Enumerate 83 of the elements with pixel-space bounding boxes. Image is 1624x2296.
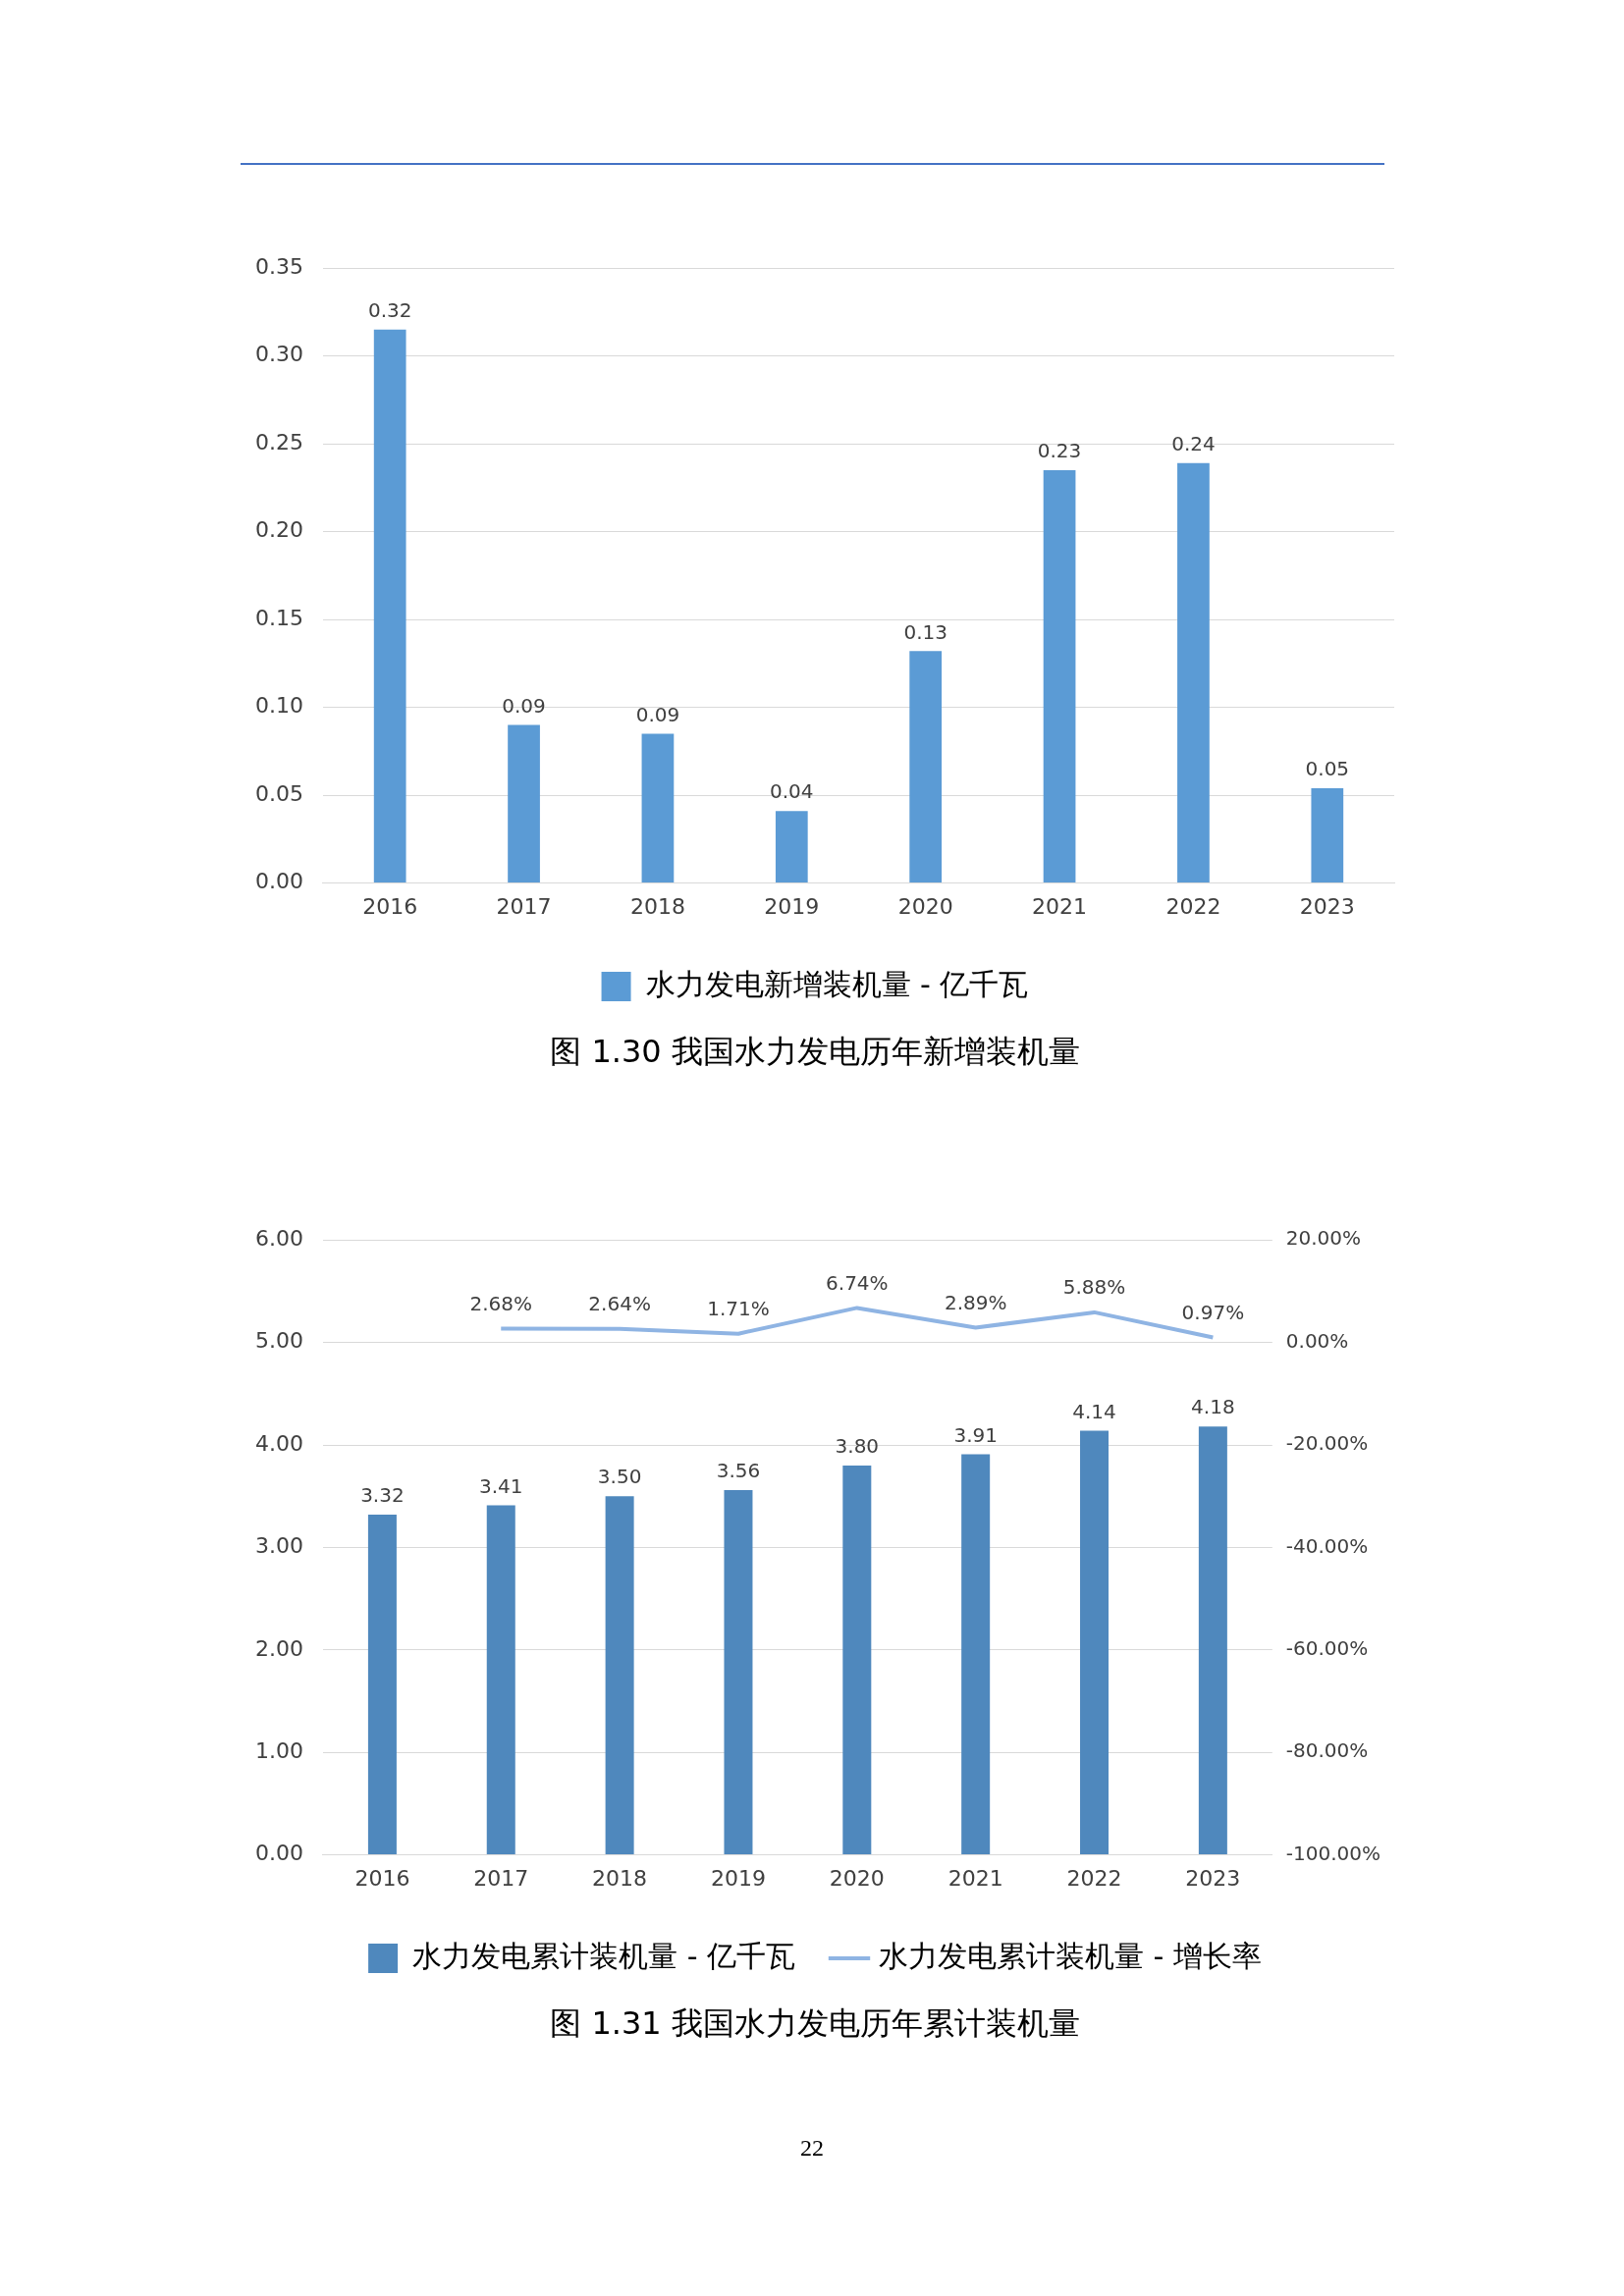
bar [1311, 787, 1344, 883]
x-tick-label: 2021 [1032, 893, 1088, 919]
text: 图 1.30 我国水力发电历年新增装机量 [549, 1032, 1081, 1072]
data-label: 0.09 [635, 702, 680, 726]
x-tick-label: 2022 [1165, 893, 1221, 919]
y2-tick-label: -40.00% [1285, 1533, 1369, 1558]
y2-tick-label: 0.00% [1285, 1328, 1349, 1353]
x-tick-label: 2018 [629, 893, 685, 919]
bar [373, 329, 406, 883]
legend-label: 水力发电累计装机量 - 亿千瓦 [412, 1938, 796, 1973]
y2-tick-label: -80.00% [1285, 1738, 1369, 1763]
bar [961, 1454, 991, 1855]
bar [1198, 1426, 1227, 1855]
x-tick-label: 2016 [354, 1865, 410, 1891]
y-tick-label: 0.10 [255, 693, 303, 719]
data-label: 3.32 [360, 1483, 405, 1508]
data-label: 6.74% [826, 1270, 889, 1295]
data-label: 2.89% [944, 1290, 1007, 1314]
bar [775, 811, 808, 883]
data-label: 0.04 [770, 779, 814, 804]
y-tick-label: 0.00 [255, 869, 303, 894]
y-tick-label: 5.00 [255, 1328, 303, 1354]
x-tick-label: 2020 [897, 893, 953, 919]
y-tick-label: 0.30 [255, 342, 303, 367]
text: 22 [799, 2135, 825, 2162]
y-tick-label: 0.20 [255, 517, 303, 543]
x-tick-label: 2019 [710, 1865, 766, 1891]
data-label: 0.09 [502, 693, 546, 718]
y-tick-label: 1.00 [255, 1737, 303, 1763]
y2-tick-label: -20.00% [1285, 1431, 1369, 1456]
bar [724, 1489, 753, 1855]
y2-tick-label: -60.00% [1285, 1636, 1369, 1660]
data-label: 0.05 [1305, 757, 1350, 781]
x-tick-label: 2022 [1066, 1865, 1122, 1891]
bar [1080, 1430, 1110, 1855]
x-tick-label: 2021 [947, 1865, 1003, 1891]
data-label: 0.24 [1171, 432, 1216, 456]
bar [1043, 470, 1076, 883]
x-tick-label: 2020 [829, 1865, 885, 1891]
data-label: 4.18 [1191, 1395, 1235, 1419]
data-label: 5.88% [1062, 1275, 1126, 1300]
data-label: 0.97% [1181, 1300, 1245, 1324]
y-tick-label: 0.15 [255, 605, 303, 630]
legend-label: 水力发电新增装机量 - 亿千瓦 [645, 966, 1029, 1001]
x-tick-label: 2018 [592, 1865, 648, 1891]
y-tick-label: 0.00 [255, 1841, 303, 1866]
data-label: 3.41 [479, 1473, 523, 1498]
data-label: 1.71% [707, 1296, 770, 1320]
bar [508, 724, 540, 883]
data-label: 2.64% [588, 1292, 651, 1316]
y-tick-label: 2.00 [255, 1635, 303, 1661]
y2-tick-label: -100.00% [1285, 1841, 1380, 1865]
bar [605, 1496, 634, 1855]
bar [909, 651, 943, 883]
bar [641, 733, 675, 883]
data-label: 2.68% [469, 1291, 533, 1315]
x-tick-label: 2023 [1299, 893, 1355, 919]
data-label: 3.91 [953, 1422, 998, 1447]
y-tick-label: 0.05 [255, 780, 303, 806]
y-tick-label: 4.00 [255, 1430, 303, 1456]
data-label: 3.56 [716, 1459, 761, 1483]
data-label: 0.23 [1037, 439, 1082, 463]
y-tick-label: 0.35 [255, 253, 303, 279]
data-label: 4.14 [1072, 1399, 1116, 1423]
bar [1177, 462, 1210, 883]
x-tick-label: 2017 [473, 1865, 529, 1891]
y-tick-label: 6.00 [255, 1225, 303, 1251]
x-tick-label: 2016 [362, 893, 418, 919]
data-label: 3.50 [597, 1465, 642, 1489]
x-tick-label: 2023 [1185, 1865, 1241, 1891]
y2-tick-label: 20.00% [1285, 1226, 1362, 1251]
x-tick-label: 2017 [496, 893, 552, 919]
data-label: 0.13 [903, 619, 947, 644]
x-tick-label: 2019 [764, 893, 820, 919]
bar [842, 1465, 872, 1855]
legend-label: 水力发电累计装机量 - 增长率 [879, 1938, 1262, 1973]
data-label: 3.80 [835, 1434, 880, 1459]
y-tick-label: 3.00 [255, 1533, 303, 1559]
y-tick-label: 0.25 [255, 429, 303, 454]
data-label: 0.32 [367, 298, 412, 323]
text: 图 1.31 我国水力发电历年累计装机量 [549, 2003, 1081, 2044]
bar [486, 1505, 515, 1855]
bar [367, 1514, 397, 1855]
